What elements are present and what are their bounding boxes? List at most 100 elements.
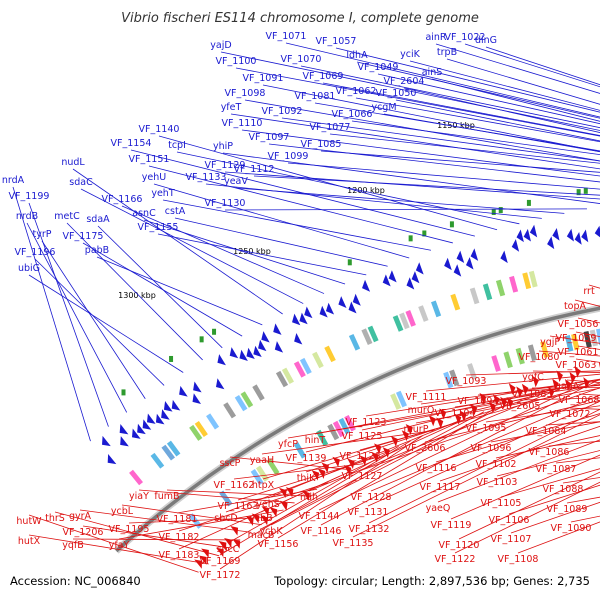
forward-leader-line [66, 222, 203, 361]
gene-arrow [261, 506, 270, 517]
forward-gene-label: VF_1166 [102, 194, 143, 205]
forward-leader-line [162, 199, 432, 251]
gc-block [275, 370, 289, 388]
reverse-gene-label: VF_1139 [286, 453, 327, 464]
reverse-gene-label: VF_1172 [200, 570, 241, 581]
reverse-leader-line [458, 471, 600, 540]
gene-arrow [547, 236, 555, 250]
forward-leader-line [300, 65, 600, 129]
gene-arrow [319, 305, 328, 318]
reverse-leader-line [425, 373, 600, 392]
gene-arrow [352, 293, 361, 306]
reverse-gene-label: VF_1195 [109, 524, 150, 535]
reverse-leader-line [219, 440, 411, 556]
reverse-gene-label: yehS [256, 499, 280, 510]
forward-gene-label: yeaV [224, 176, 248, 187]
gc-block [327, 423, 340, 441]
forward-leader-line [285, 42, 600, 118]
forward-leader-line [377, 73, 600, 125]
forward-gene-label: nudL [61, 157, 85, 168]
forward-leader-line [241, 129, 600, 177]
reverse-gene-label: VF_1169 [200, 556, 241, 567]
reverse-leader-line [437, 439, 600, 503]
gc-block [206, 413, 220, 430]
forward-gene-label: VF_1081 [295, 91, 336, 102]
reverse-leader-line [510, 501, 600, 534]
gc-block [482, 283, 493, 301]
reverse-gene-label: yfcP [278, 439, 298, 450]
green-marker [422, 230, 427, 237]
forward-leader-line [224, 171, 600, 200]
reverse-leader-line [138, 489, 295, 504]
reverse-gene-label: VF_1120 [439, 540, 480, 551]
green-marker [169, 355, 174, 362]
gene-arrow [163, 401, 173, 412]
reverse-gene-label: VF_2605 [500, 401, 541, 412]
gene-arrow [506, 396, 514, 409]
gene-arrow [246, 347, 255, 359]
forward-gene-label: VF_1140 [139, 124, 180, 135]
forward-gene-label: VF_1112 [234, 164, 275, 175]
forward-leader-line [281, 117, 600, 162]
forward-gene-label: sdaC [69, 177, 93, 188]
reverse-leader-line [121, 504, 262, 526]
gc-block [189, 424, 203, 441]
reverse-leader-line [260, 411, 485, 530]
gc-block [150, 452, 165, 469]
gene-arrow [279, 500, 288, 511]
gene-arrow [390, 435, 399, 447]
forward-leader-line [28, 202, 109, 427]
map-title: Vibrio fischeri ES114 chromosome I, comp… [121, 11, 479, 26]
gene-arrow [406, 277, 415, 290]
forward-gene-label: VF_1077 [310, 122, 351, 133]
forward-leader-line [222, 152, 600, 204]
gene-arrow [131, 428, 141, 439]
reverse-gene-label: VF_1102 [476, 459, 517, 470]
green-marker [121, 389, 126, 396]
reverse-leader-line [517, 521, 600, 554]
forward-gene-label: cstA [165, 206, 186, 217]
reverse-leader-line [370, 394, 600, 492]
gene-arrow [302, 490, 310, 501]
reverse-gene-label: VF_2606 [405, 443, 446, 454]
reverse-gene-label: yaaH [250, 455, 274, 466]
backbone-arc [113, 304, 600, 554]
forward-gene-label: VF_1071 [266, 31, 307, 42]
reverse-gene-label: VF_1056 [558, 319, 599, 330]
reverse-gene-label: ndh [300, 492, 318, 503]
gc-block [252, 384, 265, 401]
forward-gene-label: metC [54, 211, 80, 222]
gene-arrow [511, 239, 520, 252]
forward-gene-label: tcpI [168, 140, 186, 151]
forward-gene-label: VF_1049 [358, 62, 399, 73]
reverse-gene-label: VF_1107 [491, 534, 532, 545]
gene-arrow [566, 228, 574, 242]
gc-block [219, 490, 233, 507]
gene-arrow [215, 547, 224, 558]
forward-gene-label: VF_1154 [111, 138, 152, 149]
gene-arrow [299, 312, 308, 325]
gene-arrow [304, 306, 313, 319]
gene-arrow [193, 381, 202, 393]
gene-arrow [388, 270, 397, 283]
reverse-gene-label: VF_1126 [340, 451, 381, 462]
gene-arrow [239, 349, 248, 361]
reverse-gene-label: VF_1131 [348, 507, 389, 518]
reverse-gene-label: VF_1103 [477, 477, 518, 488]
gc-block [299, 357, 312, 375]
forward-leader-line [262, 84, 600, 153]
gc-block [324, 345, 336, 363]
reverse-gene-label: macB [248, 530, 275, 541]
green-marker [498, 207, 503, 214]
gene-arrow [508, 383, 516, 395]
gc-block [583, 330, 592, 348]
gc-block [467, 363, 478, 380]
gene-arrow [500, 250, 508, 264]
gene-arrow [192, 393, 202, 405]
reverse-gene-label: VF_1059 [556, 333, 597, 344]
reverse-leader-line [318, 382, 586, 511]
gc-block [312, 351, 324, 369]
reverse-gene-label: VF_1156 [258, 539, 299, 550]
forward-leader-line [395, 99, 600, 142]
